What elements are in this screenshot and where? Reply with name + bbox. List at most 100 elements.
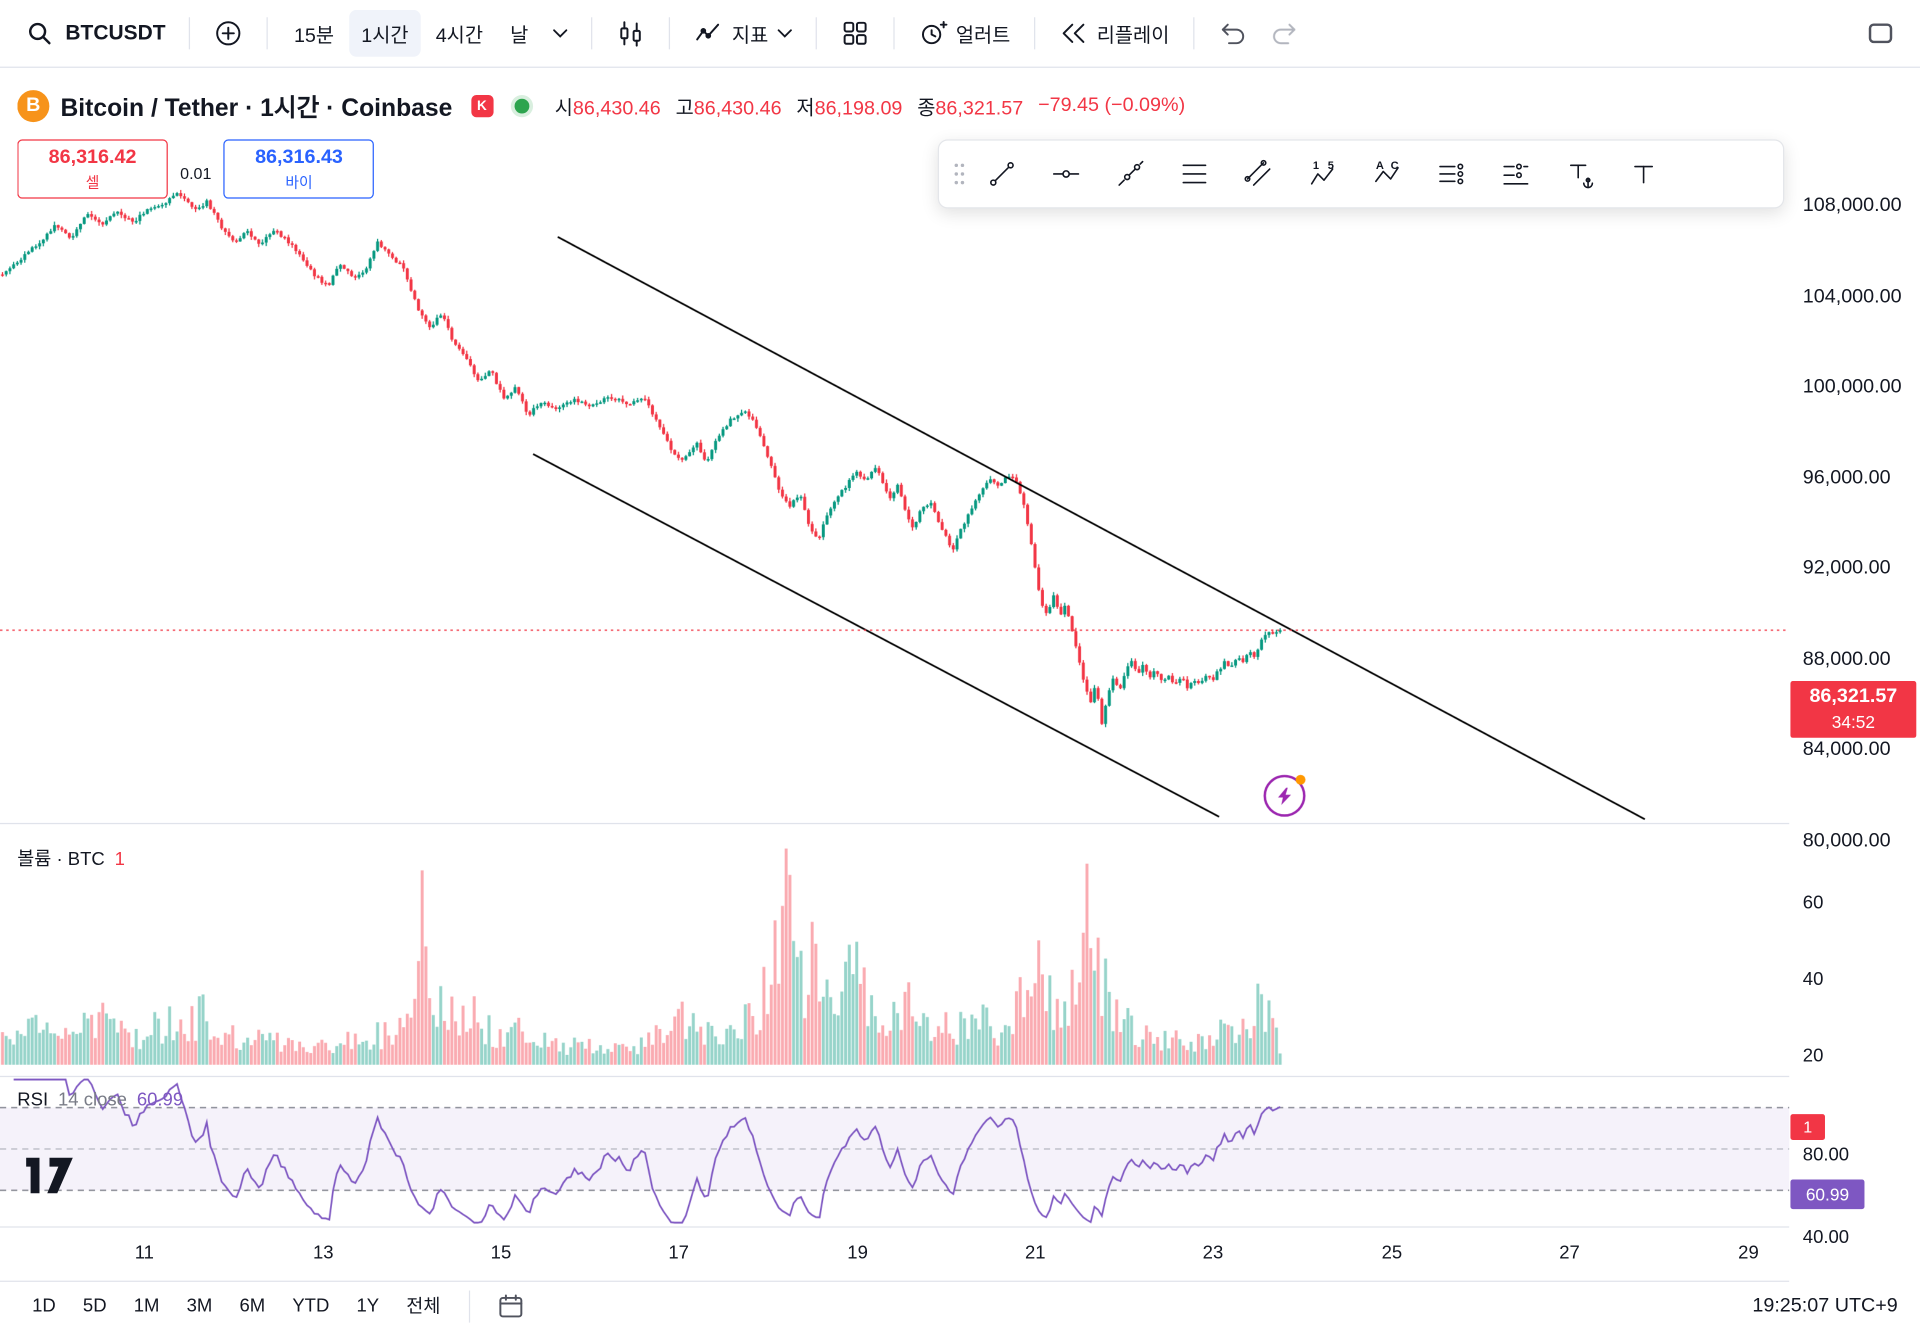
parallel-channel-tool[interactable]	[1228, 149, 1290, 198]
sell-price: 86,316.42	[48, 146, 137, 168]
sell-label: 셀	[85, 173, 100, 191]
bitcoin-logo-icon: B	[17, 89, 50, 122]
undo-button[interactable]	[1208, 11, 1257, 55]
search-icon	[25, 19, 55, 49]
text-icon	[1634, 165, 1654, 184]
range-button[interactable]: 5D	[71, 1289, 119, 1322]
ohlc-values: 시86,430.46 고86,430.46 저86,198.09 종86,321…	[555, 91, 1185, 121]
rsi-legend[interactable]: RSI 14 close 60.99	[17, 1089, 183, 1110]
separator	[591, 17, 593, 50]
date-tick: 11	[134, 1242, 154, 1264]
symbol-label: BTCUSDT	[65, 20, 166, 45]
lightning-icon	[1278, 787, 1291, 805]
range-button[interactable]: 1D	[20, 1289, 68, 1322]
rewind-icon	[1058, 19, 1088, 49]
timeframe-menu-button[interactable]	[543, 21, 578, 46]
parallel-channel-icon	[1244, 159, 1271, 186]
trend-line-icon	[990, 162, 1014, 186]
price-axis[interactable]: 86,321.57 34:52 1 60.99 108,000.00 104,00…	[1789, 135, 1920, 1295]
price-axis-tick: 96,000.00	[1802, 467, 1891, 489]
rsi-axis-tick: 40.00	[1802, 1226, 1850, 1248]
range-button[interactable]: YTD	[280, 1289, 342, 1322]
range-button[interactable]: 1Y	[344, 1289, 391, 1322]
compare-add-button[interactable]	[204, 11, 253, 55]
spread-value: 0.01	[180, 164, 212, 183]
text-tool[interactable]	[1613, 149, 1675, 198]
trend-line-tool[interactable]	[971, 149, 1033, 198]
price-chart-canvas[interactable]	[0, 67, 1790, 1227]
market-flag-icon: K	[470, 94, 494, 117]
redo-icon	[1269, 19, 1299, 49]
undo-icon	[1218, 19, 1248, 49]
date-tick: 25	[1381, 1242, 1403, 1264]
ray-line-tool[interactable]	[1099, 149, 1161, 198]
anchored-text-tool[interactable]	[1549, 149, 1611, 198]
indicators-button[interactable]: 지표	[684, 11, 802, 55]
timeframe-button[interactable]: 1시간	[348, 9, 421, 57]
rsi-legend-params: 14 close	[58, 1089, 127, 1111]
horizontal-line-tool[interactable]	[1035, 149, 1097, 198]
symbol-title[interactable]: Bitcoin / Tether · 1시간 · Coinbase	[60, 88, 452, 124]
svg-text:1: 1	[1313, 160, 1319, 172]
range-button[interactable]: 전체	[394, 1287, 453, 1325]
short-position-tool[interactable]	[1484, 149, 1546, 198]
price-axis-tick: 88,000.00	[1802, 648, 1891, 670]
buy-button[interactable]: 86,316.43 바이	[223, 139, 375, 199]
redo-button[interactable]	[1259, 11, 1308, 55]
date-tick: 13	[312, 1242, 334, 1264]
alert-button[interactable]: 얼러트	[908, 11, 1020, 55]
time-axis[interactable]: 11 13 15 17 19 21 23 25 27 29	[0, 1226, 1920, 1281]
trade-panel: 86,316.42 셀 0.01 86,316.43 바이	[17, 139, 375, 199]
timeframe-button[interactable]: 4시간	[423, 10, 495, 57]
sell-button[interactable]: 86,316.42 셀	[17, 139, 168, 199]
high-label: 고	[675, 98, 694, 120]
volume-legend-value: 1	[114, 848, 125, 870]
close-label: 종	[917, 98, 936, 120]
symbol-header: B Bitcoin / Tether · 1시간 · Coinbase K 시8…	[17, 88, 1185, 124]
replay-button[interactable]: 리플레이	[1049, 11, 1180, 55]
short-position-icon	[1503, 163, 1529, 185]
clock-timezone[interactable]: 19:25:07 UTC+9	[1750, 1289, 1900, 1324]
screen-layout-icon	[1866, 19, 1896, 49]
fib-retracement-tool[interactable]	[1164, 149, 1226, 198]
timeframe-button[interactable]: 15분	[282, 10, 347, 57]
long-position-tool[interactable]	[1420, 149, 1482, 198]
timeframe-button[interactable]: 날	[498, 10, 541, 57]
buy-price: 86,316.43	[255, 146, 343, 168]
separator	[189, 17, 191, 50]
volume-axis-tick: 60	[1802, 892, 1824, 914]
indicators-label: 지표	[731, 25, 769, 47]
symbol-search-button[interactable]: BTCUSDT	[15, 11, 176, 55]
tradingview-logo[interactable]	[22, 1151, 79, 1195]
range-button[interactable]: 1M	[121, 1289, 171, 1322]
indicators-icon	[694, 19, 724, 49]
quick-trade-button[interactable]	[1263, 774, 1306, 817]
chart-style-button[interactable]	[606, 11, 655, 55]
separator	[669, 17, 671, 50]
layout-panel-button[interactable]	[1856, 11, 1905, 55]
svg-text:5: 5	[1328, 160, 1334, 172]
ray-line-icon	[1118, 160, 1144, 186]
price-axis-tick: 100,000.00	[1802, 376, 1902, 398]
price-axis-tick: 80,000.00	[1802, 830, 1891, 852]
range-group: 1D 5D 1M 3M 6M YTD 1Y 전체	[20, 1287, 453, 1325]
layout-templates-button[interactable]	[830, 11, 879, 55]
date-tick: 17	[668, 1242, 689, 1264]
range-button[interactable]: 6M	[227, 1289, 277, 1322]
go-to-date-button[interactable]	[486, 1284, 535, 1328]
current-price-value: 86,321.57	[1809, 686, 1898, 708]
drag-handle-icon[interactable]	[949, 149, 969, 198]
anchored-text-icon	[1569, 164, 1594, 189]
low-label: 저	[796, 98, 815, 120]
replay-label: 리플레이	[1096, 25, 1170, 47]
volume-legend[interactable]: 볼륨 · BTC 1	[17, 845, 125, 871]
date-tick: 23	[1202, 1242, 1224, 1264]
close-value: 86,321.57	[935, 98, 1024, 120]
range-button[interactable]: 3M	[174, 1289, 224, 1322]
volume-axis-tick: 20	[1802, 1045, 1824, 1067]
plus-circle-icon	[214, 19, 244, 49]
